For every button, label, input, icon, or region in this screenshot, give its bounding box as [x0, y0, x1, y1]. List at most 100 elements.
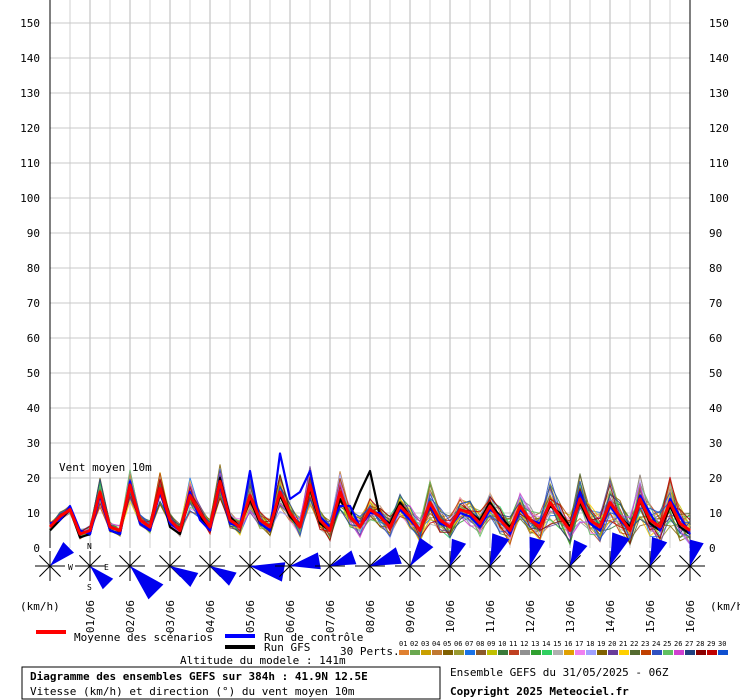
- wind-direction-wedge: [210, 566, 237, 586]
- y-tick-label-right: 70: [709, 297, 722, 310]
- wind-direction-rose: [155, 551, 199, 587]
- legend-control-label: Run de contrôle: [264, 631, 363, 644]
- pert-number: 26: [674, 640, 682, 648]
- pert-number: 08: [476, 640, 484, 648]
- wind-direction-wedge: [650, 536, 668, 566]
- pert-number: 04: [432, 640, 440, 648]
- series-line-mean: [48, 480, 691, 536]
- wind-direction-rose: [315, 550, 357, 581]
- y-tick-label-right: 140: [709, 52, 729, 65]
- pert-swatch: [487, 650, 497, 655]
- footer-subtitle: Vitesse (km/h) et direction (°) du vent …: [30, 685, 355, 698]
- y-tick-label-left: 10: [27, 507, 40, 520]
- pert-number: 27: [685, 640, 693, 648]
- date-label: 01/06: [84, 600, 97, 633]
- date-label: 14/06: [604, 600, 617, 633]
- pert-number: 15: [553, 640, 561, 648]
- chart-annotation: Vent moyen 10m: [59, 461, 152, 474]
- pert-swatch: [575, 650, 585, 655]
- pert-number: 09: [487, 640, 495, 648]
- wind-direction-rose: [35, 542, 74, 581]
- wind-direction-wedge: [250, 562, 286, 582]
- pert-number: 16: [564, 640, 572, 648]
- date-label: 04/06: [204, 600, 217, 633]
- wind-direction-wedge: [370, 547, 402, 566]
- y-tick-label-left: 70: [27, 297, 40, 310]
- y-tick-labels: 0 0 10 10 20 20 30 30 40 40 50 50 60 60 70 70 80 80 90 90 10…: [20, 17, 729, 555]
- wind-direction-rose: [635, 536, 668, 581]
- legend-gfs-label: Run GFS: [264, 641, 310, 654]
- wind-direction-rose: [75, 551, 114, 590]
- footer-title: Diagramme des ensembles GEFS sur 384h : …: [30, 670, 368, 683]
- wind-direction-wedge: [50, 542, 74, 566]
- left-unit-label: (km/h): [20, 600, 60, 613]
- pert-number: 02: [410, 640, 418, 648]
- wind-direction-rose: [515, 536, 546, 581]
- date-label: 11/06: [484, 600, 497, 633]
- wind-direction-rose: [395, 537, 434, 581]
- y-tick-label-right: 0: [709, 542, 716, 555]
- wind-direction-wedge: [170, 566, 199, 587]
- date-label: 13/06: [564, 600, 577, 633]
- pert-number: 03: [421, 640, 429, 648]
- wind-direction-wedge: [610, 532, 630, 566]
- pert-swatch: [454, 650, 464, 655]
- pert-swatch: [498, 650, 508, 655]
- pert-swatch: [564, 650, 574, 655]
- pert-swatch: [630, 650, 640, 655]
- y-tick-label-left: 130: [20, 87, 40, 100]
- pert-number: 14: [542, 640, 550, 648]
- wind-direction-rose: [435, 538, 467, 581]
- y-tick-label-left: 120: [20, 122, 40, 135]
- date-label: 16/06: [684, 600, 697, 633]
- compass-w: W: [68, 563, 73, 572]
- pert-swatch: [652, 650, 662, 655]
- pert-number: 01: [399, 640, 407, 648]
- y-tick-label-left: 110: [20, 157, 40, 170]
- legend-mean-label: Moyenne des scénarios: [74, 631, 213, 644]
- y-tick-label-right: 30: [709, 437, 722, 450]
- pert-swatch: [531, 650, 541, 655]
- wind-direction-rose: [275, 551, 321, 581]
- pert-swatch: [674, 650, 684, 655]
- y-tick-label-right: 10: [709, 507, 722, 520]
- pert-swatch: [443, 650, 453, 655]
- pert-number: 29: [707, 640, 715, 648]
- pert-number: 30: [718, 640, 726, 648]
- compass-s: S: [87, 583, 92, 592]
- pert-swatch: [465, 650, 475, 655]
- pert-swatch: [608, 650, 618, 655]
- wind-direction-wedge: [450, 538, 467, 566]
- pert-swatch: [399, 650, 409, 655]
- footer-box: [21, 666, 441, 700]
- y-tick-label-left: 40: [27, 402, 40, 415]
- main-series: [48, 452, 691, 539]
- y-tick-label-left: 30: [27, 437, 40, 450]
- pert-number: 06: [454, 640, 462, 648]
- y-tick-label-right: 120: [709, 122, 729, 135]
- y-tick-label-right: 110: [709, 157, 729, 170]
- y-tick-label-right: 100: [709, 192, 729, 205]
- date-label: 08/06: [364, 600, 377, 633]
- wind-direction-wedge: [410, 537, 434, 566]
- wind-direction-wedge: [689, 539, 704, 566]
- date-label: 07/06: [324, 600, 337, 633]
- y-tick-label-right: 50: [709, 367, 722, 380]
- pert-swatch: [586, 650, 596, 655]
- y-tick-label-right: 150: [709, 17, 729, 30]
- wind-direction-rose: [235, 551, 286, 582]
- date-label: 03/06: [164, 600, 177, 633]
- pert-number: 05: [443, 640, 451, 648]
- wind-direction-wedge: [570, 539, 588, 566]
- y-tick-label-right: 90: [709, 227, 722, 240]
- pert-swatch: [542, 650, 552, 655]
- date-label: 15/06: [644, 600, 657, 633]
- date-label: 09/06: [404, 600, 417, 633]
- date-label: 10/06: [444, 600, 457, 633]
- y-tick-label-left: 90: [27, 227, 40, 240]
- pert-swatch: [685, 650, 695, 655]
- wind-direction-wedge: [529, 536, 546, 566]
- wind-direction-rose: [475, 533, 510, 581]
- pert-number: 18: [586, 640, 594, 648]
- date-label: 06/06: [284, 600, 297, 633]
